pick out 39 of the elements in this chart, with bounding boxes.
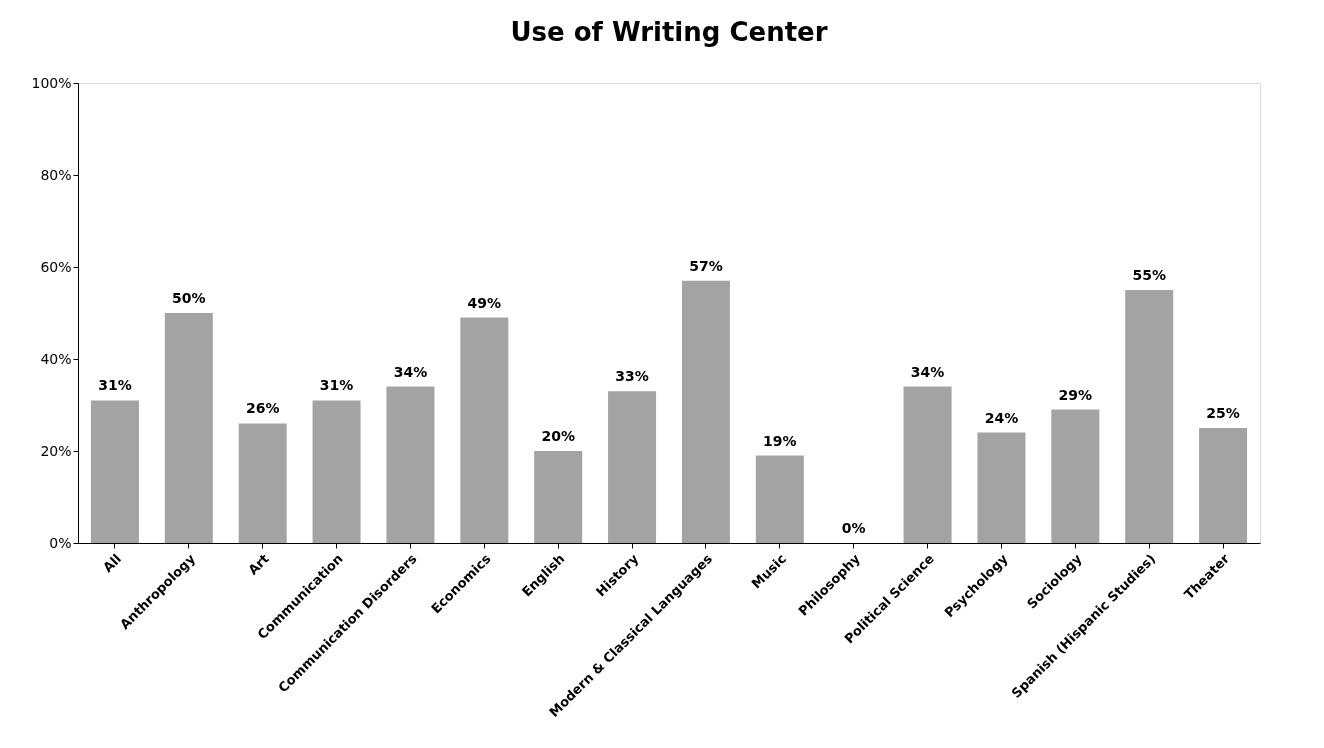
chart-title: Use of Writing Center bbox=[510, 17, 828, 47]
data-label: 49% bbox=[467, 294, 502, 311]
y-tick-label: 100% bbox=[31, 74, 72, 91]
bar bbox=[164, 313, 213, 543]
data-label: 20% bbox=[541, 428, 575, 444]
data-label: 29% bbox=[1058, 386, 1093, 403]
data-label: 19% bbox=[763, 432, 797, 449]
data-label: 50% bbox=[172, 290, 206, 306]
bar bbox=[977, 432, 1026, 543]
bar bbox=[755, 455, 804, 543]
bar bbox=[608, 391, 657, 543]
data-label: 0% bbox=[841, 520, 866, 536]
x-tick-label: All bbox=[100, 551, 125, 576]
bar bbox=[1125, 290, 1174, 543]
data-label: 57% bbox=[689, 257, 723, 274]
data-label: 34% bbox=[910, 363, 945, 380]
y-tick-label: 20% bbox=[40, 442, 72, 459]
data-label: 34% bbox=[393, 363, 428, 380]
data-label: 33% bbox=[615, 368, 649, 385]
data-label: 24% bbox=[984, 409, 1019, 426]
bar bbox=[534, 451, 583, 543]
bar bbox=[312, 400, 361, 543]
y-tick-label: 40% bbox=[40, 350, 72, 367]
y-tick-label: 0% bbox=[49, 534, 72, 551]
bar bbox=[1051, 409, 1100, 543]
bar bbox=[90, 400, 139, 543]
data-label: 31% bbox=[98, 377, 132, 394]
bar bbox=[903, 386, 952, 543]
data-label: 31% bbox=[319, 377, 354, 394]
bar bbox=[681, 280, 730, 543]
data-label: 55% bbox=[1132, 267, 1166, 283]
y-tick-label: 80% bbox=[40, 166, 72, 183]
bar bbox=[460, 317, 509, 543]
bar bbox=[1199, 428, 1248, 543]
bar bbox=[238, 423, 287, 543]
y-tick-label: 60% bbox=[40, 258, 72, 275]
data-label: 25% bbox=[1206, 405, 1240, 421]
data-label: 26% bbox=[245, 400, 280, 417]
bar bbox=[386, 386, 435, 543]
